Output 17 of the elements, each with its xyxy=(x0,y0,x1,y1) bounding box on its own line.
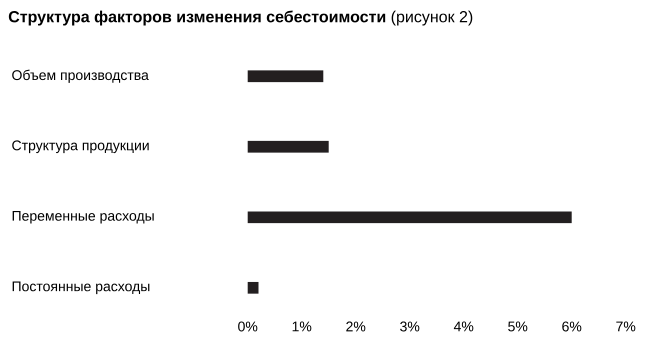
x-tick-label: 6% xyxy=(562,322,582,332)
x-tick-label: 5% xyxy=(508,322,528,332)
x-tick-label: 1% xyxy=(292,322,312,332)
bar xyxy=(248,70,324,82)
bar xyxy=(248,140,329,153)
y-tick-label: Переменные расходы xyxy=(12,211,154,224)
bar xyxy=(248,211,572,224)
y-tick-label: Постоянные расходы xyxy=(12,282,150,294)
x-tick-label: 4% xyxy=(454,322,474,332)
bar xyxy=(248,282,258,294)
x-tick-label: 3% xyxy=(400,322,420,332)
x-tick-label: 7% xyxy=(616,322,636,332)
chart-title: Структура факторов изменения себестоимости (рисунок 2) xyxy=(8,10,472,26)
x-tick-label: 2% xyxy=(346,322,366,332)
y-tick-label: Объем производства xyxy=(12,70,149,83)
y-tick-label: Структура продукции xyxy=(12,140,149,154)
x-tick-label: 0% xyxy=(238,322,258,332)
